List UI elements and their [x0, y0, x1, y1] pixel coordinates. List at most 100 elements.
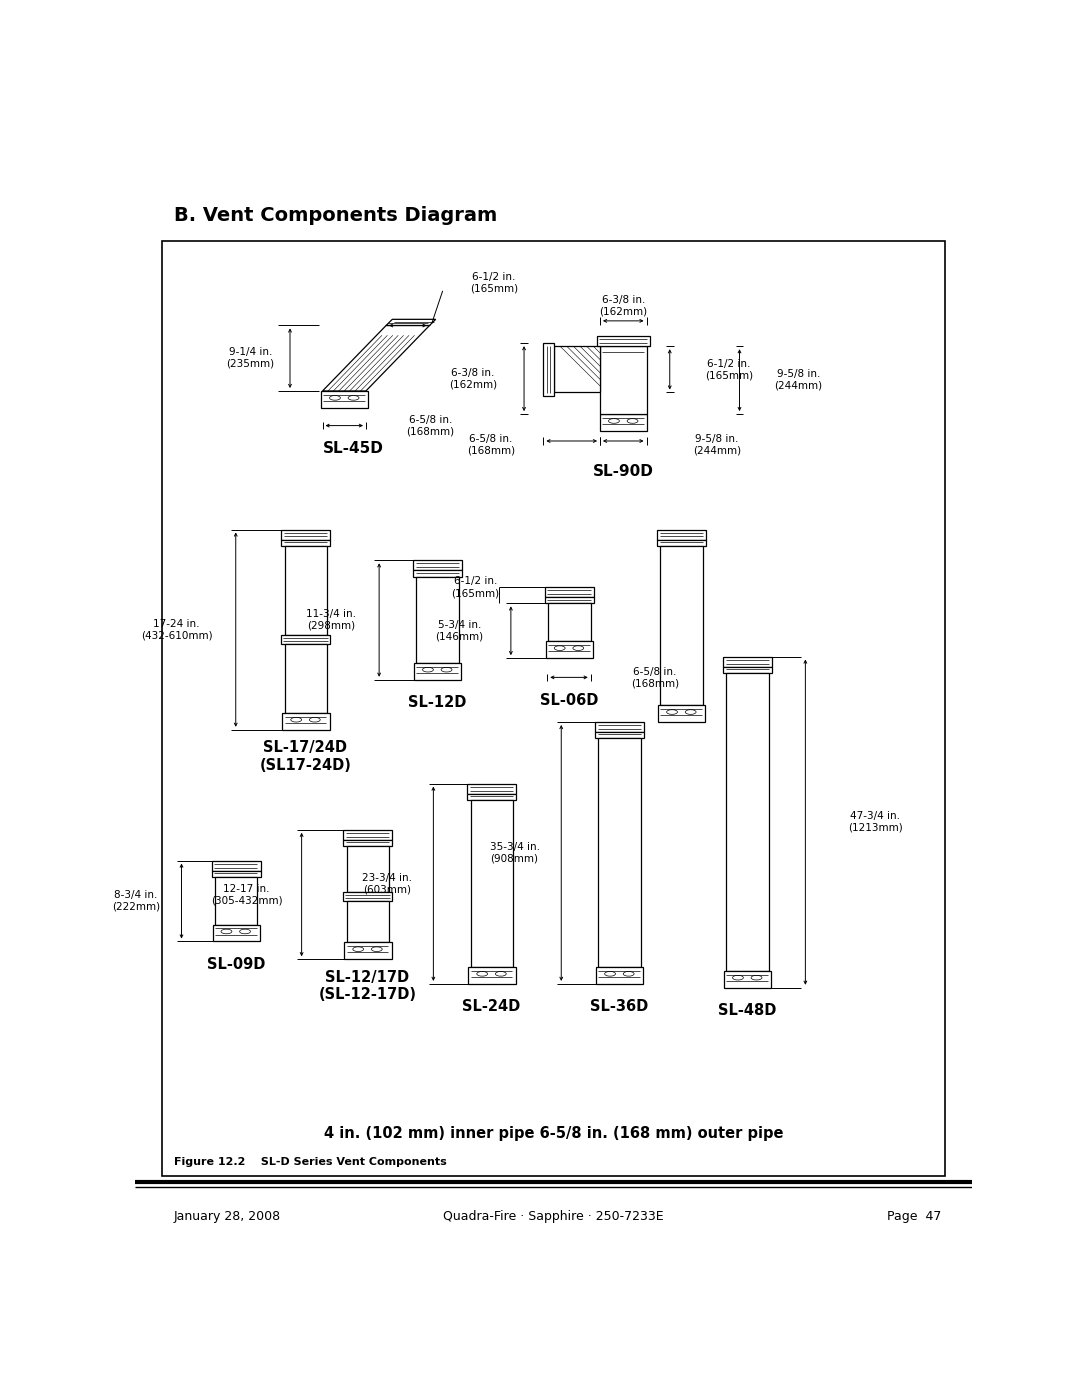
Bar: [724, 657, 772, 666]
Text: SL-24D: SL-24D: [462, 999, 521, 1014]
Bar: [414, 662, 461, 680]
Text: SL-48D: SL-48D: [718, 1003, 777, 1018]
Text: 47-3/4 in.
(1213mm): 47-3/4 in. (1213mm): [848, 812, 903, 833]
Text: 6-1/2 in.
(165mm): 6-1/2 in. (165mm): [470, 272, 518, 293]
Bar: [727, 673, 769, 971]
Bar: [212, 870, 260, 877]
Bar: [600, 414, 647, 432]
Bar: [598, 738, 642, 967]
Text: 6-5/8 in.
(168mm): 6-5/8 in. (168mm): [467, 434, 515, 455]
Text: 8-3/4 in.
(222mm): 8-3/4 in. (222mm): [111, 890, 160, 911]
Bar: [343, 893, 392, 901]
Ellipse shape: [732, 975, 743, 979]
Bar: [661, 546, 703, 705]
Bar: [724, 971, 771, 988]
Ellipse shape: [476, 971, 488, 977]
Text: SL-45D: SL-45D: [323, 441, 384, 457]
Ellipse shape: [372, 947, 382, 951]
Bar: [658, 539, 706, 546]
Text: 4 in. (102 mm) inner pipe 6-5/8 in. (168 mm) outer pipe: 4 in. (102 mm) inner pipe 6-5/8 in. (168…: [324, 1126, 783, 1141]
Bar: [600, 346, 647, 414]
Bar: [215, 877, 257, 925]
Bar: [321, 391, 367, 408]
Bar: [282, 636, 330, 644]
Bar: [595, 732, 644, 738]
Ellipse shape: [422, 668, 433, 672]
Bar: [347, 847, 389, 893]
Text: SL-09D: SL-09D: [206, 957, 265, 972]
Bar: [282, 529, 330, 539]
Text: 12-17 in.
(305-432mm): 12-17 in. (305-432mm): [211, 884, 282, 905]
Text: 6-1/2 in.
(165mm): 6-1/2 in. (165mm): [704, 359, 753, 380]
Bar: [343, 830, 392, 840]
Bar: [468, 793, 516, 800]
Bar: [343, 840, 392, 847]
Text: 5-3/4 in.
(146mm): 5-3/4 in. (146mm): [435, 620, 484, 641]
Text: SL-12D: SL-12D: [408, 696, 467, 710]
Bar: [545, 641, 593, 658]
Text: 6-3/8 in.
(162mm): 6-3/8 in. (162mm): [599, 295, 647, 316]
Bar: [597, 337, 649, 346]
Ellipse shape: [291, 718, 301, 722]
Bar: [471, 800, 513, 967]
Ellipse shape: [348, 395, 359, 400]
Text: 11-3/4 in.
(298mm): 11-3/4 in. (298mm): [306, 609, 356, 630]
Text: SL-36D: SL-36D: [591, 999, 648, 1014]
Polygon shape: [323, 326, 430, 391]
Ellipse shape: [309, 718, 321, 722]
Bar: [347, 901, 389, 942]
Text: SL-90D: SL-90D: [593, 464, 653, 479]
Bar: [468, 784, 516, 793]
Text: 9-5/8 in.
(244mm): 9-5/8 in. (244mm): [693, 434, 741, 455]
Bar: [545, 598, 594, 604]
Ellipse shape: [666, 710, 677, 714]
Text: 6-1/2 in.
(165mm): 6-1/2 in. (165mm): [451, 577, 499, 598]
Bar: [548, 604, 591, 641]
Bar: [414, 560, 462, 570]
Polygon shape: [387, 320, 435, 326]
Bar: [213, 925, 260, 942]
Ellipse shape: [685, 710, 697, 714]
Text: 23-3/4 in.
(603mm): 23-3/4 in. (603mm): [362, 873, 411, 894]
Text: 17-24 in.
(432-610mm): 17-24 in. (432-610mm): [140, 619, 213, 640]
Ellipse shape: [441, 668, 451, 672]
Text: Quadra-Fire · Sapphire · 250-7233E: Quadra-Fire · Sapphire · 250-7233E: [443, 1210, 664, 1222]
Bar: [545, 587, 594, 598]
Text: Figure 12.2    SL-D Series Vent Components: Figure 12.2 SL-D Series Vent Components: [174, 1158, 446, 1168]
Text: SL-06D: SL-06D: [540, 693, 598, 708]
Ellipse shape: [353, 947, 364, 951]
Bar: [554, 346, 600, 393]
Ellipse shape: [329, 395, 340, 400]
Bar: [658, 529, 706, 539]
Text: 9-1/4 in.
(235mm): 9-1/4 in. (235mm): [227, 346, 274, 369]
Bar: [658, 705, 705, 722]
Text: 6-3/8 in.
(162mm): 6-3/8 in. (162mm): [449, 367, 497, 390]
Bar: [212, 861, 260, 870]
Bar: [414, 570, 462, 577]
Bar: [596, 967, 644, 983]
Bar: [469, 967, 515, 983]
Bar: [595, 722, 644, 732]
Bar: [284, 546, 327, 636]
Bar: [416, 577, 459, 662]
Ellipse shape: [240, 929, 251, 933]
Ellipse shape: [554, 645, 565, 651]
Text: 6-5/8 in.
(168mm): 6-5/8 in. (168mm): [631, 666, 679, 689]
Text: 35-3/4 in.
(908mm): 35-3/4 in. (908mm): [489, 842, 540, 863]
Bar: [543, 344, 554, 395]
Text: SL-12/17D
(SL-12-17D): SL-12/17D (SL-12-17D): [319, 970, 417, 1003]
Bar: [282, 712, 329, 729]
Bar: [162, 240, 945, 1176]
Ellipse shape: [221, 929, 232, 933]
Bar: [282, 539, 330, 546]
Ellipse shape: [496, 971, 507, 977]
Bar: [284, 644, 327, 712]
Ellipse shape: [608, 419, 619, 423]
Ellipse shape: [623, 971, 634, 977]
Text: Page  47: Page 47: [887, 1210, 941, 1222]
Text: SL-17/24D
(SL17-24D): SL-17/24D (SL17-24D): [259, 740, 351, 773]
Bar: [345, 942, 392, 960]
Ellipse shape: [627, 419, 638, 423]
Ellipse shape: [572, 645, 583, 651]
Bar: [724, 666, 772, 673]
